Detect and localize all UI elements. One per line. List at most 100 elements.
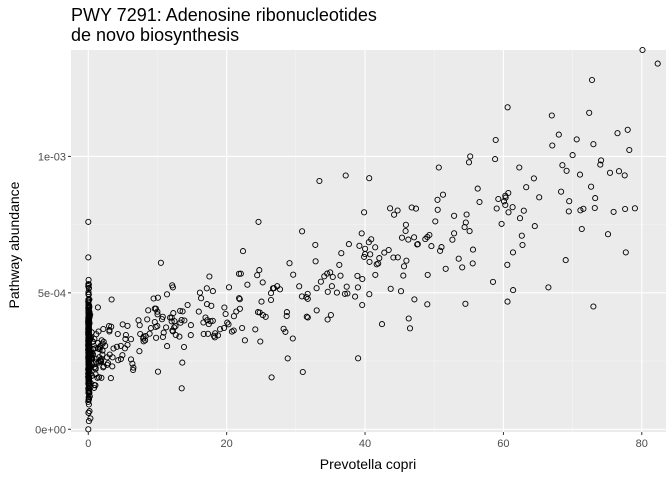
data-point <box>562 257 569 264</box>
data-point <box>284 355 291 362</box>
data-point <box>576 171 584 178</box>
data-point <box>476 198 483 206</box>
data-point <box>588 183 595 190</box>
data-point <box>344 290 351 297</box>
data-point <box>312 241 319 248</box>
data-point <box>563 167 570 174</box>
data-point <box>390 254 397 261</box>
data-point <box>465 159 473 166</box>
data-point <box>200 330 207 338</box>
data-point <box>100 325 107 333</box>
data-point <box>523 184 530 191</box>
data-point <box>85 289 92 296</box>
data-point <box>93 331 100 338</box>
data-point <box>367 251 374 258</box>
data-point <box>366 175 373 182</box>
data-point <box>428 243 435 250</box>
data-point <box>391 211 398 218</box>
data-point <box>424 301 431 308</box>
data-point <box>282 328 289 335</box>
data-point <box>466 228 473 235</box>
data-point <box>283 309 290 316</box>
x-tick-label: 20 <box>221 438 233 450</box>
data-point <box>352 293 359 300</box>
data-point <box>610 208 617 215</box>
data-point <box>397 288 405 295</box>
data-point <box>151 305 158 312</box>
data-point <box>614 130 621 137</box>
data-point <box>163 324 170 331</box>
data-point <box>267 290 275 297</box>
data-point <box>462 219 469 226</box>
data-point <box>504 104 511 111</box>
data-point <box>159 333 166 341</box>
data-point <box>179 359 186 366</box>
data-point <box>317 278 324 285</box>
data-point <box>87 415 94 422</box>
data-point <box>170 310 177 317</box>
data-point <box>333 289 340 296</box>
data-point <box>509 249 517 256</box>
data-point <box>259 279 266 286</box>
x-axis-title: Prevotella copri <box>320 456 417 472</box>
data-point <box>626 146 633 154</box>
data-point <box>492 156 499 163</box>
data-point <box>87 349 94 356</box>
data-point <box>136 348 143 355</box>
data-point <box>211 334 218 341</box>
data-point <box>580 205 587 212</box>
data-point <box>405 236 412 243</box>
data-point <box>622 205 629 213</box>
data-point <box>135 317 142 324</box>
data-point <box>117 355 124 363</box>
data-point <box>327 311 334 319</box>
data-point <box>171 324 178 331</box>
x-tick-label: 80 <box>636 438 648 450</box>
data-point <box>426 231 433 239</box>
data-point <box>187 332 194 339</box>
data-point <box>198 295 205 302</box>
data-point <box>495 195 502 203</box>
data-point <box>206 273 213 280</box>
data-point <box>127 356 135 363</box>
data-point <box>157 259 164 266</box>
data-point <box>509 204 516 211</box>
data-point <box>402 221 409 228</box>
data-point <box>449 236 456 243</box>
data-point <box>299 228 306 235</box>
data-point <box>230 313 237 320</box>
data-point <box>85 398 92 405</box>
data-point <box>442 265 449 272</box>
data-point <box>492 136 499 144</box>
data-point <box>327 269 334 276</box>
data-point <box>96 354 103 361</box>
data-point <box>154 311 161 318</box>
data-point <box>437 247 444 254</box>
data-point <box>122 331 129 339</box>
data-point <box>387 285 394 292</box>
data-point <box>237 270 244 277</box>
data-point <box>368 236 375 243</box>
data-point <box>566 198 573 205</box>
data-point <box>181 317 188 324</box>
data-point <box>518 232 525 239</box>
data-point <box>270 285 277 292</box>
data-point <box>361 253 368 260</box>
data-point <box>469 260 476 267</box>
data-point <box>356 242 363 249</box>
data-point <box>195 308 202 315</box>
data-point <box>403 257 410 264</box>
data-point <box>119 352 126 359</box>
data-point <box>469 246 477 253</box>
data-points <box>85 46 661 433</box>
data-point <box>224 319 231 326</box>
data-point <box>328 283 335 290</box>
data-point <box>312 258 319 265</box>
data-point <box>337 272 344 279</box>
data-point <box>209 288 216 295</box>
data-point <box>439 191 447 198</box>
data-point <box>474 185 481 192</box>
data-point <box>345 241 352 248</box>
data-point <box>573 136 580 143</box>
data-point <box>451 230 458 237</box>
